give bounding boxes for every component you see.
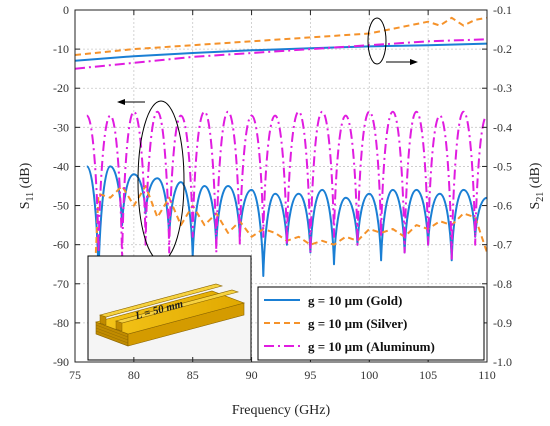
waveguide-ridges: [98, 283, 240, 332]
y-right-tick-label: -0.2: [493, 42, 512, 56]
legend-label-gold: g = 10 µm (Gold): [308, 293, 402, 308]
y-left-title-sub: 11: [25, 192, 36, 202]
y-right-title-main: S: [528, 202, 543, 210]
y-right-tick-label: -0.4: [493, 120, 512, 134]
legend-label-aluminum: g = 10 µm (Aluminum): [308, 339, 435, 354]
y-left-title-unit: (dB): [18, 162, 33, 192]
series-layer: [75, 16, 487, 323]
x-tick-label: 85: [187, 368, 199, 382]
y-axis-left-title: S11 (dB): [18, 162, 36, 209]
y-right-tick-label: -0.6: [493, 199, 512, 213]
waveguide-layer-lines: [95, 324, 129, 344]
s21-group-ellipse: [367, 17, 387, 65]
y-axis-right-title: S21 (dB): [528, 162, 546, 209]
y-left-tick-label: -30: [53, 120, 69, 134]
y-left-title-main: S: [18, 202, 33, 210]
right-axis-arrowhead: [410, 59, 418, 65]
y-right-title-sub: 21: [535, 192, 546, 202]
y-left-tick-label: -70: [53, 277, 69, 291]
x-tick-label: 95: [304, 368, 316, 382]
s11-line-aluminum: [85, 110, 487, 262]
legend: g = 10 µm (Gold) g = 10 µm (Silver) g = …: [257, 286, 485, 361]
x-tick-label: 75: [69, 368, 81, 382]
x-tick-label: 110: [478, 368, 496, 382]
y-right-tick-label: -0.8: [493, 277, 512, 291]
y-left-tick-label: -10: [53, 42, 69, 56]
y-left-tick-label: -60: [53, 238, 69, 252]
y-left-tick-label: -20: [53, 81, 69, 95]
x-tick-label: 100: [360, 368, 378, 382]
x-axis-title: Frequency (GHz): [232, 403, 331, 418]
y-left-tick-label: -50: [53, 199, 69, 213]
y-left-tick-label: -80: [53, 316, 69, 330]
y-right-tick-label: -0.3: [493, 81, 512, 95]
y-left-tick-label: -40: [53, 159, 69, 173]
s21-line-aluminum: [75, 38, 487, 70]
y-right-tick-label: -1.0: [493, 355, 512, 369]
left-axis-arrowhead: [117, 99, 125, 105]
y-left-tick-label: 0: [63, 3, 69, 17]
y-left-tick-label: -90: [53, 355, 69, 369]
legend-label-silver: g = 10 µm (Silver): [308, 316, 407, 331]
y-right-tick-label: -0.1: [493, 3, 512, 17]
s21-line-silver: [75, 16, 487, 56]
x-tick-label: 105: [419, 368, 437, 382]
y-right-tick-label: -0.5: [493, 159, 512, 173]
s21-line-gold: [75, 42, 487, 62]
plot-frame: [74, 9, 488, 363]
y-right-tick-label: -0.9: [493, 316, 512, 330]
axis-ticks: 75 80 85 90 95 100 105 110 0 -10 -20 -30 -40 -50 -60 -7…: [53, 3, 512, 382]
inset-waveguide-image: L = 50 mm: [87, 255, 252, 361]
x-tick-label: 90: [246, 368, 258, 382]
y-right-tick-label: -0.7: [493, 238, 512, 252]
y-right-title-unit: (dB): [528, 162, 543, 192]
waveguide-top-face: [95, 290, 245, 335]
x-tick-label: 80: [128, 368, 140, 382]
